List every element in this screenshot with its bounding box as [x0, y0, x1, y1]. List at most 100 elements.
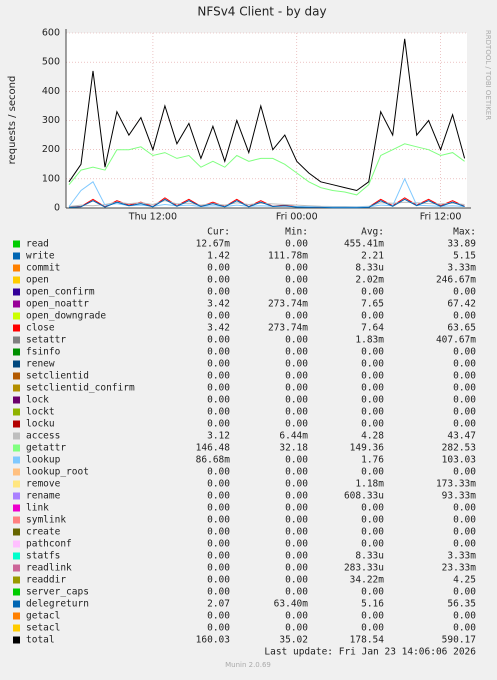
legend-stat: 86.68m [196, 455, 231, 466]
legend-stat: 43.47 [447, 431, 476, 442]
legend-stat: 1.42 [207, 251, 230, 262]
legend-stat: 0.00 [207, 383, 230, 394]
legend-stat: 0.00 [453, 407, 476, 418]
legend-stat: 12.67m [196, 239, 231, 250]
legend-swatch [13, 252, 20, 260]
y-tick-label: 0 [54, 203, 60, 214]
legend-stat: 0.00 [453, 539, 476, 550]
chart-title: NFSv4 Client - by day [197, 5, 326, 19]
legend-stat: 0.00 [361, 359, 384, 370]
legend-stat: 0.00 [453, 419, 476, 430]
legend-stat: 63.65 [447, 323, 476, 334]
legend-stat: 0.00 [285, 275, 308, 286]
legend-swatch [13, 564, 20, 572]
legend-stat: 0.00 [285, 383, 308, 394]
legend-stat: 0.00 [285, 587, 308, 598]
legend-stat: 4.28 [361, 431, 384, 442]
legend-stat: 0.00 [361, 407, 384, 418]
legend-stat: 1.76 [361, 455, 384, 466]
legend-stat: 283.33u [344, 563, 384, 574]
legend-stat: 0.00 [361, 383, 384, 394]
legend-swatch [13, 600, 20, 608]
legend-stat: 0.00 [207, 551, 230, 562]
legend-swatch [13, 552, 20, 560]
legend-label: open [26, 275, 49, 286]
legend-swatch [13, 276, 20, 284]
legend-label: close [26, 323, 55, 334]
series-line [68, 198, 465, 209]
legend-stat: 0.00 [285, 311, 308, 322]
legend-swatch [13, 312, 20, 320]
legend-label: rename [26, 491, 61, 502]
legend-stat: 0.00 [453, 371, 476, 382]
legend-label: lock [26, 395, 49, 406]
legend-label: getacl [26, 611, 60, 622]
legend-stat: 0.00 [207, 263, 230, 274]
legend-stat: 273.74m [268, 323, 308, 334]
legend-stat: 0.00 [361, 395, 384, 406]
legend-stat: 5.16 [361, 599, 384, 610]
legend-stat: 0.00 [207, 527, 230, 538]
legend-label: open_confirm [26, 287, 95, 298]
legend-swatch [13, 528, 20, 536]
legend-stat: 282.53 [442, 443, 476, 454]
legend-label: lockt [26, 407, 55, 418]
legend-label: lookup_root [26, 467, 89, 478]
legend-stat: 0.00 [207, 275, 230, 286]
legend-stat: 0.00 [207, 611, 230, 622]
legend-stat: 246.67m [436, 275, 476, 286]
legend-stat: 0.00 [361, 347, 384, 358]
legend-label: setclientid [26, 371, 89, 382]
x-tick-label: Fri 00:00 [276, 212, 318, 223]
legend-stat: 0.00 [285, 503, 308, 514]
version: Munin 2.0.69 [225, 661, 271, 669]
legend-stat: 0.00 [453, 611, 476, 622]
y-tick-label: 300 [42, 115, 60, 126]
x-tick-label: Fri 12:00 [420, 212, 462, 223]
legend-stat: 111.78m [268, 251, 308, 262]
legend-stat: 0.00 [285, 623, 308, 634]
legend-stat: 1.83m [355, 335, 384, 346]
legend-stat: 23.33m [442, 563, 477, 574]
legend-label: renew [26, 359, 55, 370]
legend-swatch [13, 300, 20, 308]
legend-swatch [13, 396, 20, 404]
legend-label: setclientid_confirm [26, 383, 135, 394]
legend-swatch [13, 540, 20, 548]
legend-stat: 608.33u [344, 491, 384, 502]
legend-stat: 0.00 [285, 263, 308, 274]
legend-stat: 0.00 [453, 587, 476, 598]
legend-stat: 0.00 [207, 479, 230, 490]
legend-stat: 407.67m [436, 335, 476, 346]
legend-stat: 35.02 [279, 635, 308, 646]
legend-stat: 32.18 [279, 443, 308, 454]
legend-swatch [13, 336, 20, 344]
legend-stat: 0.00 [207, 359, 230, 370]
legend-label: commit [26, 263, 60, 274]
legend-stat: 0.00 [453, 515, 476, 526]
legend-swatch [13, 288, 20, 296]
stat-header: Cur: [207, 227, 230, 238]
legend-stat: 0.00 [361, 587, 384, 598]
legend-stat: 0.00 [207, 587, 230, 598]
legend-stat: 0.00 [361, 503, 384, 514]
series-line [68, 38, 466, 192]
legend-stat: 0.00 [207, 347, 230, 358]
legend-stat: 67.42 [447, 299, 476, 310]
legend-stat: 63.40m [274, 599, 309, 610]
y-tick-label: 500 [42, 57, 60, 68]
legend-stat: 0.00 [285, 575, 308, 586]
legend-stat: 0.00 [207, 515, 230, 526]
legend-stat: 2.21 [361, 251, 384, 262]
legend-stat: 8.33u [355, 551, 384, 562]
legend-stat: 273.74m [268, 299, 308, 310]
x-tick-label: Thu 12:00 [128, 212, 177, 223]
legend-stat: 1.18m [355, 479, 384, 490]
y-tick-label: 200 [42, 144, 60, 155]
legend-stat: 0.00 [285, 287, 308, 298]
legend-stat: 7.64 [361, 323, 384, 334]
legend-stat: 0.00 [361, 539, 384, 550]
footer: Last update: Fri Jan 23 14:06:06 2026 [264, 647, 476, 658]
legend-stat: 0.00 [285, 491, 308, 502]
